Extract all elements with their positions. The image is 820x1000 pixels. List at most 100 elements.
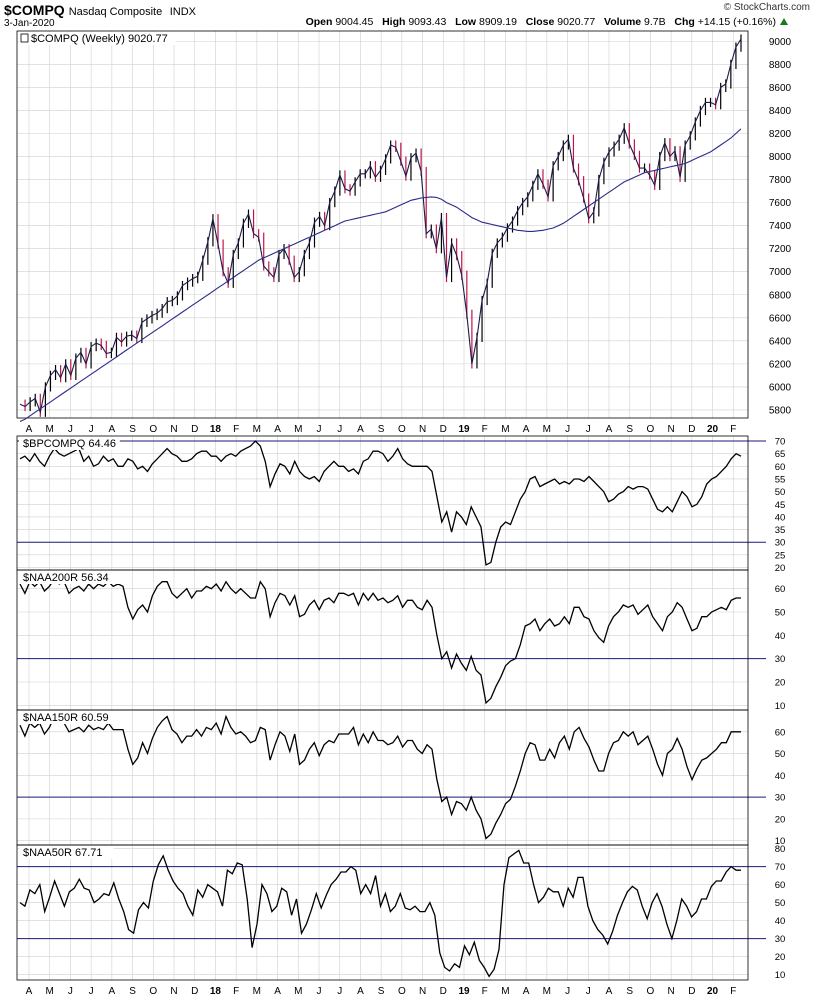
y-tick-label: 20 xyxy=(775,814,786,825)
x-tick-label: J xyxy=(68,424,73,435)
symbol-title: $COMPQ xyxy=(4,2,65,18)
panel-title: $COMPQ (Weekly) 9020.77 xyxy=(31,33,168,45)
y-tick-label: 8200 xyxy=(769,129,792,140)
exchange-label: INDX xyxy=(169,6,196,18)
y-tick-label: 60 xyxy=(775,727,786,738)
x-tick-label: M xyxy=(253,424,261,435)
panel-3: 10 20 30 40 50 60 $NAA200R 56.34 xyxy=(16,569,786,712)
y-tick-label: 6000 xyxy=(769,382,792,393)
x-tick-label: M xyxy=(253,986,261,997)
x-tick-label: D xyxy=(440,986,447,997)
y-tick-label: 6200 xyxy=(769,359,792,370)
y-tick-label: 7400 xyxy=(769,221,792,232)
low-value: 8909.19 xyxy=(478,16,517,28)
y-tick-label: 6400 xyxy=(769,336,792,347)
x-tick-label: M xyxy=(543,986,551,997)
y-tick-label: 9000 xyxy=(769,37,792,48)
y-tick-label: 7800 xyxy=(769,175,792,186)
y-tick-label: 40 xyxy=(775,916,786,927)
panel-title: $NAA200R 56.34 xyxy=(23,572,109,584)
x-tick-label: D xyxy=(191,986,198,997)
up-arrow-icon xyxy=(780,18,788,25)
x-tick-label: S xyxy=(129,986,136,997)
x-tick-label: J xyxy=(565,424,570,435)
panel-title: $BPCOMPQ 64.46 xyxy=(23,438,116,450)
x-tick-label: A xyxy=(606,424,613,435)
panel-border xyxy=(16,709,749,846)
weekly-bar-icon xyxy=(20,33,29,43)
y-tick-label: 30 xyxy=(775,934,786,945)
x-tick-label: M xyxy=(46,424,54,435)
x-tick-label: F xyxy=(482,424,488,435)
x-tick-label: O xyxy=(149,424,157,435)
panel-title-group: $NAA50R 67.71 xyxy=(19,846,114,859)
y-tick-label: 70 xyxy=(775,862,786,873)
y-tick-label: 6800 xyxy=(769,290,792,301)
x-tick-label: O xyxy=(647,424,655,435)
close-label: Close xyxy=(525,16,555,28)
y-tick-label: 6600 xyxy=(769,313,792,324)
x-tick-label: S xyxy=(378,424,385,435)
x-tick-label: F xyxy=(233,424,239,435)
y-tick-label: 7000 xyxy=(769,267,792,278)
x-tick-label: D xyxy=(688,986,695,997)
series-line xyxy=(19,849,741,978)
panel-title-group: $COMPQ (Weekly) 9020.77 xyxy=(19,32,176,45)
x-tick-label: S xyxy=(378,986,385,997)
close-value: 9020.77 xyxy=(557,16,596,28)
chart-header: $COMPQ Nasdaq Composite INDX xyxy=(4,2,196,20)
panel-5: 10 20 30 40 50 60 70 80 $NAA50R 67.71 xyxy=(16,844,786,981)
y-tick-label: 10 xyxy=(775,970,786,981)
y-tick-label: 70 xyxy=(775,437,786,448)
panel-title-bg xyxy=(19,32,176,45)
x-tick-label: N xyxy=(668,986,675,997)
x-tick-label: A xyxy=(274,986,281,997)
panel-title-bg xyxy=(19,846,114,859)
y-tick-label: 50 xyxy=(775,608,786,619)
y-tick-label: 25 xyxy=(775,550,786,561)
y-tick-label: 40 xyxy=(775,771,786,782)
panel-title-bg xyxy=(19,571,120,584)
ohlc-readout: Open 9004.45 High 9093.43 Low 8909.19 Cl… xyxy=(306,16,776,28)
x-tick-label: N xyxy=(419,986,426,997)
x-tick-label: N xyxy=(170,424,177,435)
y-tick-label: 30 xyxy=(775,538,786,549)
x-tick-label: O xyxy=(647,986,655,997)
x-tick-label: O xyxy=(398,424,406,435)
panel-title-group: $NAA200R 56.34 xyxy=(19,571,120,584)
x-tick-label: M xyxy=(46,986,54,997)
x-tick-label: A xyxy=(26,986,33,997)
y-tick-label: 8800 xyxy=(769,60,792,71)
y-tick-label: 8000 xyxy=(769,152,792,163)
x-tick-label: A xyxy=(274,424,281,435)
y-tick-label: 8400 xyxy=(769,106,792,117)
x-tick-label: J xyxy=(89,424,94,435)
y-tick-label: 40 xyxy=(775,631,786,642)
chart-date: 3-Jan-2020 xyxy=(4,18,55,29)
high-value: 9093.43 xyxy=(408,16,447,28)
open-label: Open xyxy=(305,16,333,28)
x-tick-label: D xyxy=(440,424,447,435)
open-value: 9004.45 xyxy=(335,16,374,28)
y-tick-label: 60 xyxy=(775,462,786,473)
change-label: Chg xyxy=(674,16,695,28)
panel-border xyxy=(16,435,749,571)
x-tick-label: 18 xyxy=(210,986,222,997)
x-tick-label: J xyxy=(565,986,570,997)
x-tick-label: J xyxy=(586,424,591,435)
panel-1: 5800 6000 6200 6400 6600 6800 7000 7200 7400 7600… xyxy=(16,30,792,423)
x-tick-label: A xyxy=(523,986,530,997)
x-tick-label: A xyxy=(523,424,530,435)
x-tick-label: N xyxy=(668,424,675,435)
volume-value: 9.7B xyxy=(644,16,666,28)
x-tick-label: J xyxy=(337,424,342,435)
x-tick-label: D xyxy=(191,424,198,435)
x-tick-label: A xyxy=(26,424,33,435)
y-tick-label: 20 xyxy=(775,952,786,963)
y-tick-label: 8600 xyxy=(769,83,792,94)
x-tick-label: J xyxy=(337,986,342,997)
x-tick-label: A xyxy=(606,986,613,997)
x-tick-label: J xyxy=(317,986,322,997)
